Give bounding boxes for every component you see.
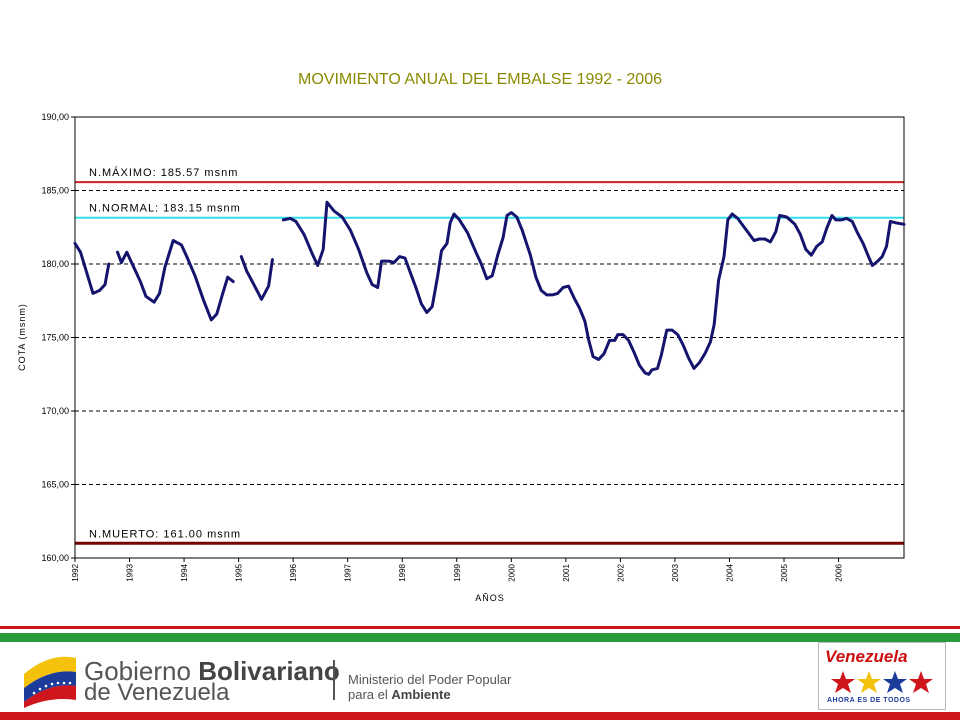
venezuela-logo-text: Venezuela <box>825 647 908 666</box>
data-series <box>73 200 906 376</box>
y-tick-label: 185,00 <box>41 186 69 196</box>
x-tick-label: 2001 <box>562 563 571 581</box>
y-tick-label: 175,00 <box>41 333 69 343</box>
gobierno-word: Gobierno <box>84 656 199 686</box>
bolivariano-word: Bolivariano <box>198 656 340 686</box>
y-tick-label: 170,00 <box>41 406 69 416</box>
x-tick-label: 1993 <box>126 563 135 581</box>
x-tick-label: 1998 <box>398 563 407 581</box>
footer-stripe-green <box>0 633 960 642</box>
chart-title: MOVIMIENTO ANUAL DEL EMBALSE 1992 - 2006 <box>298 71 662 88</box>
series-line <box>116 239 235 322</box>
ministerio-para-el: para el <box>348 687 392 702</box>
x-tick-label: 1997 <box>344 563 353 581</box>
venezuela-logo-box: Venezuela AHORA ES DE TODOS <box>818 642 946 710</box>
x-tick-label: 2002 <box>616 563 625 581</box>
ministerio-line-1: Ministerio del Poder Popular <box>348 672 512 687</box>
star-figures-icon <box>831 671 933 693</box>
x-tick-label: 2000 <box>507 563 516 581</box>
reference-line-label: N.MUERTO: 161.00 msnm <box>89 528 241 540</box>
reference-lines: N.MÁXIMO: 185.57 msnm N.NORMAL: 183.15 ms… <box>75 166 904 545</box>
footer-stripe-bottom <box>0 712 960 720</box>
x-tick-label: 1995 <box>235 563 244 581</box>
x-tick-label: 2004 <box>725 563 734 581</box>
y-tick-label: 180,00 <box>41 259 69 269</box>
series-line <box>239 255 274 301</box>
x-axis-ticks: 1992 1993 1994 1995 1996 1997 1998 1999 2000 2001… <box>71 558 844 582</box>
x-tick-label: 1996 <box>289 563 298 581</box>
gobierno-line-1: Gobierno Bolivariano <box>84 657 340 685</box>
x-tick-label: 1999 <box>453 563 462 581</box>
y-tick-label: 190,00 <box>41 112 69 122</box>
footer-banner: Gobierno Bolivariano de Venezuela Minist… <box>0 624 960 720</box>
series-line <box>281 200 906 376</box>
reservoir-level-chart: MOVIMIENTO ANUAL DEL EMBALSE 1992 - 2006… <box>17 71 906 603</box>
x-tick-label: 2005 <box>780 563 789 581</box>
venezuela-flag-swoosh-icon <box>24 656 76 708</box>
reference-line-label: N.MÁXIMO: 185.57 msnm <box>89 166 238 179</box>
x-tick-label: 2006 <box>835 563 844 581</box>
x-tick-label: 2003 <box>671 563 680 581</box>
footer-stripe-red <box>0 626 960 629</box>
series-line <box>73 241 111 295</box>
y-tick-label: 165,00 <box>41 480 69 490</box>
x-axis-label: AÑOS <box>475 593 505 603</box>
x-tick-label: 1992 <box>71 563 80 581</box>
venezuela-slogan: AHORA ES DE TODOS <box>827 697 911 704</box>
ministerio-line-2: para el Ambiente <box>348 687 451 702</box>
reference-line-label: N.NORMAL: 183.15 msnm <box>89 203 241 215</box>
gobierno-line-2: de Venezuela <box>84 679 230 706</box>
gridlines <box>75 190 904 485</box>
y-axis-label: COTA (msnm) <box>17 303 27 371</box>
footer-divider <box>333 660 335 700</box>
ministerio-ambiente: Ambiente <box>391 687 451 702</box>
y-tick-label: 160,00 <box>41 553 69 563</box>
x-tick-label: 1994 <box>180 563 189 581</box>
y-axis-ticks: 160,00 165,00 170,00 175,00 180,00 185,00 190,… <box>41 112 75 563</box>
